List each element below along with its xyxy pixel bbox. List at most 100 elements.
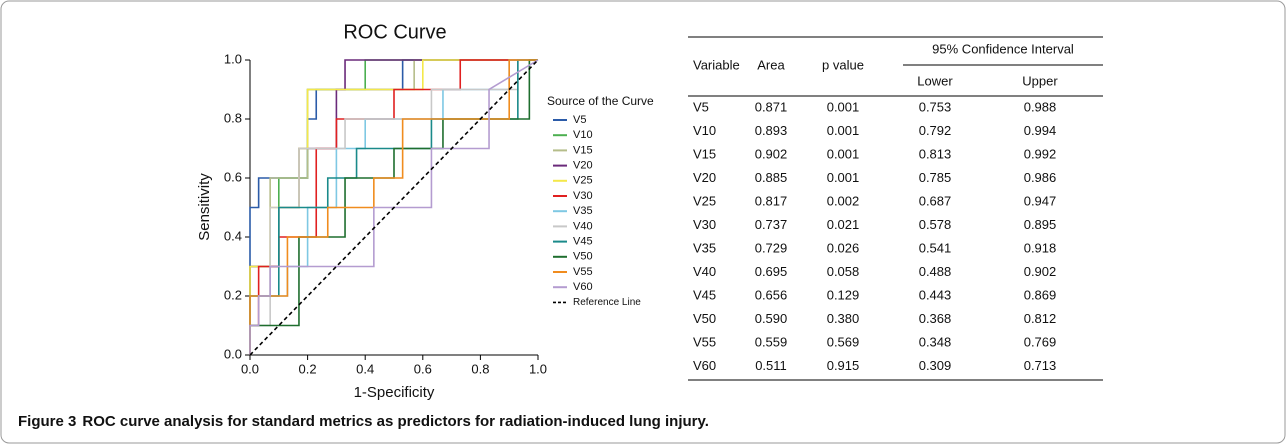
table-cell: 0.994 bbox=[1024, 123, 1057, 138]
table-cell: V30 bbox=[693, 217, 716, 232]
legend-label: V5 bbox=[573, 114, 586, 126]
legend-label: V15 bbox=[573, 144, 593, 156]
table-cell: 0.812 bbox=[1024, 311, 1057, 326]
table-cell: 0.871 bbox=[755, 99, 788, 114]
table-subheader: Lower bbox=[917, 73, 953, 88]
y-tick-label: 0.6 bbox=[224, 169, 242, 184]
table-cell: 0.590 bbox=[755, 311, 788, 326]
legend-label: V50 bbox=[573, 251, 593, 263]
table-cell: 0.918 bbox=[1024, 240, 1057, 255]
table-cell: 0.001 bbox=[827, 170, 860, 185]
table-cell: 0.986 bbox=[1024, 170, 1057, 185]
table-cell: 0.488 bbox=[919, 264, 952, 279]
table-cell: 0.915 bbox=[827, 358, 860, 373]
table-cell: 0.992 bbox=[1024, 146, 1057, 161]
table-cell: V35 bbox=[693, 240, 716, 255]
caption-label: Figure 3 bbox=[18, 413, 76, 430]
table-cell: V60 bbox=[693, 358, 716, 373]
table-cell: 0.443 bbox=[919, 287, 952, 302]
legend-title: Source of the Curve bbox=[547, 94, 654, 108]
y-axis-label: Sensitivity bbox=[196, 173, 213, 241]
table-cell: 0.021 bbox=[827, 217, 860, 232]
table-cell: 0.947 bbox=[1024, 193, 1057, 208]
table-cell: V10 bbox=[693, 123, 716, 138]
x-tick-label: 0.6 bbox=[414, 361, 432, 376]
table-header: Variable bbox=[693, 57, 740, 72]
table-cell: 0.885 bbox=[755, 170, 788, 185]
table-cell: 0.001 bbox=[827, 146, 860, 161]
table-cell: 0.813 bbox=[919, 146, 952, 161]
table-cell: V25 bbox=[693, 193, 716, 208]
x-tick-label: 0.2 bbox=[299, 361, 317, 376]
table-cell: 0.001 bbox=[827, 123, 860, 138]
table-cell: 0.729 bbox=[755, 240, 788, 255]
table-cell: 0.713 bbox=[1024, 358, 1057, 373]
table-cell: 0.309 bbox=[919, 358, 952, 373]
legend-label: Reference Line bbox=[573, 297, 641, 308]
table-cell: 0.026 bbox=[827, 240, 860, 255]
table-cell: 0.348 bbox=[919, 334, 952, 349]
table-cell: 0.001 bbox=[827, 99, 860, 114]
table-cell: V15 bbox=[693, 146, 716, 161]
legend-label: V40 bbox=[573, 220, 593, 232]
table-cell: 0.988 bbox=[1024, 99, 1057, 114]
y-tick-label: 0.4 bbox=[224, 228, 242, 243]
table-cell: 0.753 bbox=[919, 99, 952, 114]
y-tick-label: 1.0 bbox=[224, 51, 242, 66]
legend-label: V60 bbox=[573, 281, 593, 293]
legend-label: V30 bbox=[573, 190, 593, 202]
chart-title: ROC Curve bbox=[343, 21, 446, 43]
table-cell: 0.559 bbox=[755, 334, 788, 349]
x-tick-label: 0.8 bbox=[471, 361, 489, 376]
table-cell: 0.792 bbox=[919, 123, 952, 138]
table-cell: 0.368 bbox=[919, 311, 952, 326]
table-cell: 0.737 bbox=[755, 217, 788, 232]
table-cell: 0.511 bbox=[755, 358, 787, 373]
table-cell: 0.817 bbox=[755, 193, 788, 208]
table-header: Area bbox=[757, 57, 785, 72]
table-header: p value bbox=[822, 57, 864, 72]
table-cell: V20 bbox=[693, 170, 716, 185]
table-cell: 0.687 bbox=[919, 193, 952, 208]
roc-curve bbox=[249, 59, 539, 355]
table-cell: 0.569 bbox=[827, 334, 860, 349]
y-tick-label: 0.8 bbox=[224, 110, 242, 125]
x-axis-label: 1-Specificity bbox=[354, 384, 435, 401]
legend-label: V45 bbox=[573, 236, 593, 248]
table-cell: V40 bbox=[693, 264, 716, 279]
y-tick-label: 0.0 bbox=[224, 346, 242, 361]
table-cell: 0.656 bbox=[755, 287, 788, 302]
table-subheader: Upper bbox=[1022, 73, 1058, 88]
legend-label: V10 bbox=[573, 129, 593, 141]
table-cell: 0.785 bbox=[919, 170, 952, 185]
reference-line bbox=[249, 59, 539, 356]
table-cell: 0.002 bbox=[827, 193, 860, 208]
table-cell: 0.769 bbox=[1024, 334, 1057, 349]
table-cell: 0.380 bbox=[827, 311, 860, 326]
table-cell: V45 bbox=[693, 287, 716, 302]
legend-label: V25 bbox=[573, 175, 593, 187]
legend-label: V35 bbox=[573, 205, 593, 217]
table-cell: 0.129 bbox=[827, 287, 860, 302]
table-cell: 0.058 bbox=[827, 264, 860, 279]
table-cell: 0.578 bbox=[919, 217, 952, 232]
x-tick-label: 0.0 bbox=[241, 361, 259, 376]
table-group-header: 95% Confidence Interval bbox=[932, 41, 1074, 56]
caption-text: ROC curve analysis for standard metrics … bbox=[82, 413, 709, 430]
table-cell: 0.902 bbox=[755, 146, 788, 161]
legend-label: V55 bbox=[573, 266, 593, 278]
table-cell: 0.695 bbox=[755, 264, 788, 279]
table-cell: V55 bbox=[693, 334, 716, 349]
x-tick-label: 0.4 bbox=[356, 361, 374, 376]
table-cell: 0.869 bbox=[1024, 287, 1057, 302]
table-cell: 0.895 bbox=[1024, 217, 1057, 232]
table-cell: 0.541 bbox=[919, 240, 952, 255]
x-tick-label: 1.0 bbox=[529, 361, 547, 376]
table-cell: V50 bbox=[693, 311, 716, 326]
table-cell: V5 bbox=[693, 99, 709, 114]
y-tick-label: 0.2 bbox=[224, 287, 242, 302]
table-cell: 0.902 bbox=[1024, 264, 1057, 279]
legend-label: V20 bbox=[573, 160, 593, 172]
